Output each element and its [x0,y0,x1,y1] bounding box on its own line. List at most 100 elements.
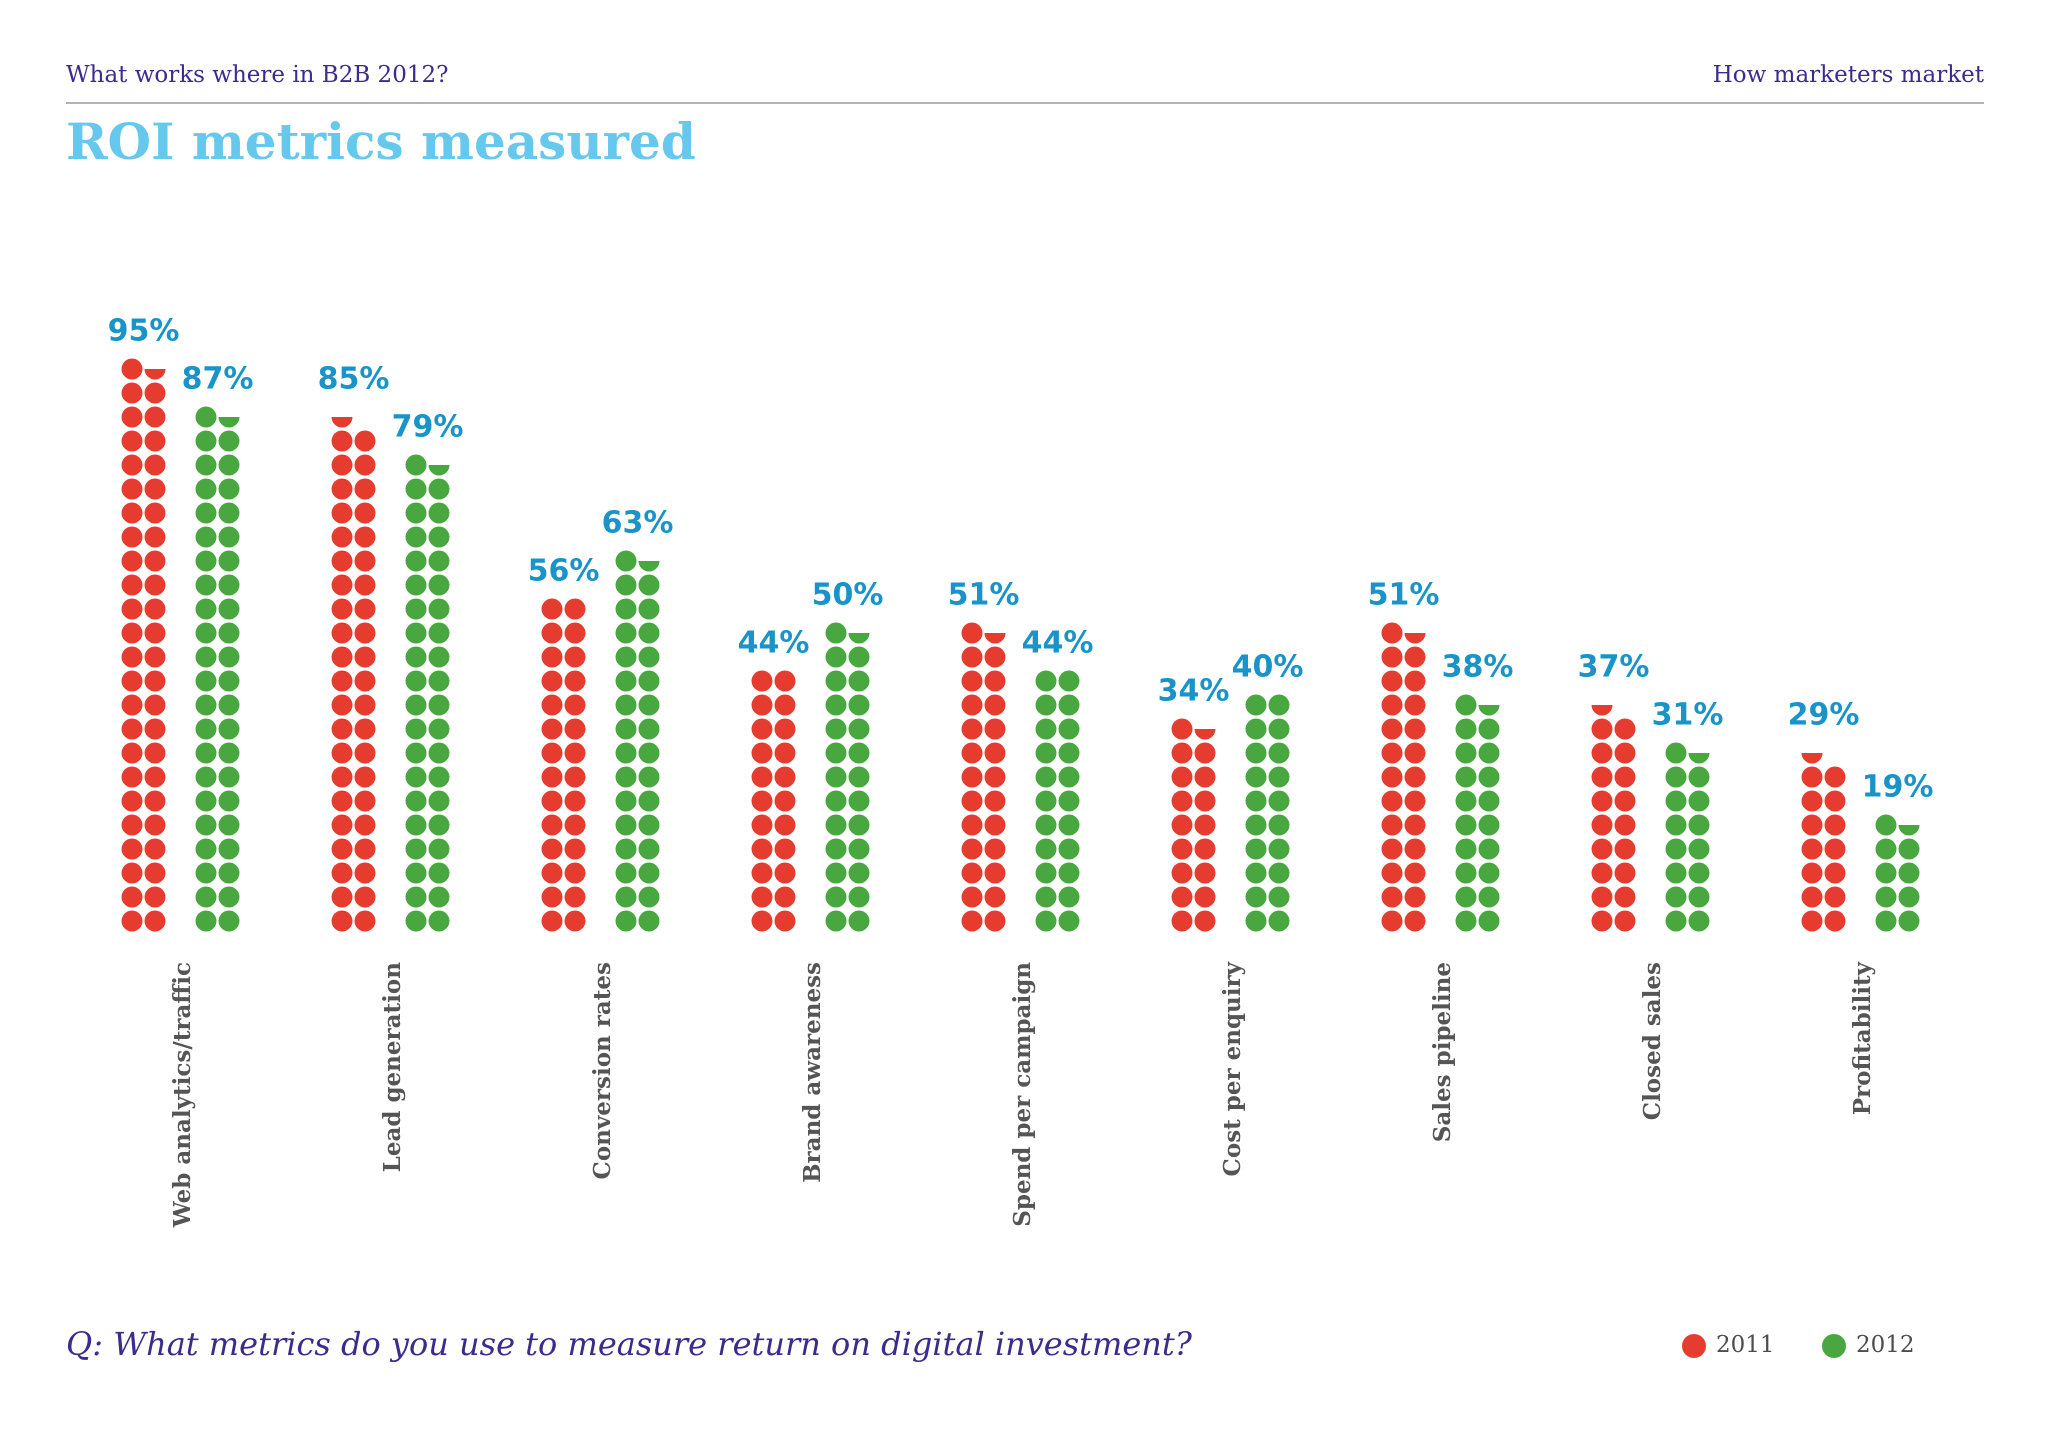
dot-web-analytics-traffic-2012 [195,550,217,572]
dot-lead-generation-2011 [331,718,353,740]
dot-cost-per-enquiry-2012 [1268,814,1290,836]
dot-cost-per-enquiry-2012 [1245,862,1267,884]
dot-lead-generation-2011 [331,670,353,692]
dot-sales-pipeline-2011 [1404,886,1426,908]
dot-brand-awareness-2012 [825,910,847,932]
dot-web-analytics-traffic-2011 [121,430,143,452]
dot-web-analytics-traffic-2011 [144,406,166,428]
dot-closed-sales-2012 [1665,886,1687,908]
dot-lead-generation-2012 [428,574,450,596]
dot-spend-per-campaign-2011 [961,766,983,788]
dot-web-analytics-traffic-2012 [218,598,240,620]
dot-spend-per-campaign-2012 [1058,766,1080,788]
dot-closed-sales-2011 [1614,718,1636,740]
value-label-lead-generation-2012: 79% [392,410,464,445]
header-right-title: How marketers market [1712,62,1984,88]
partial-dot-closed-sales-2011 [1591,705,1613,716]
dot-profitability-2011 [1824,886,1846,908]
value-label-spend-per-campaign-2012: 44% [1022,626,1094,661]
dot-sales-pipeline-2012 [1455,838,1477,860]
value-label-profitability-2011: 29% [1788,698,1860,733]
dot-brand-awareness-2012 [825,862,847,884]
dot-conversion-rates-2012 [638,598,660,620]
dot-spend-per-campaign-2012 [1035,910,1057,932]
dot-sales-pipeline-2011 [1404,838,1426,860]
dot-web-analytics-traffic-2011 [121,574,143,596]
dot-spend-per-campaign-2011 [961,910,983,932]
dot-brand-awareness-2011 [751,910,773,932]
dot-sales-pipeline-2012 [1455,718,1477,740]
dot-closed-sales-2011 [1591,838,1613,860]
dot-lead-generation-2011 [354,454,376,476]
dot-profitability-2011 [1824,790,1846,812]
dot-cost-per-enquiry-2012 [1245,814,1267,836]
dot-lead-generation-2012 [405,910,427,932]
dot-web-analytics-traffic-2012 [195,766,217,788]
dot-spend-per-campaign-2011 [961,886,983,908]
dot-conversion-rates-2011 [541,886,563,908]
dot-sales-pipeline-2012 [1455,814,1477,836]
dot-cost-per-enquiry-2011 [1194,886,1216,908]
dot-web-analytics-traffic-2011 [121,550,143,572]
dot-profitability-2011 [1801,790,1823,812]
dot-conversion-rates-2012 [615,646,637,668]
dot-cost-per-enquiry-2012 [1245,766,1267,788]
value-label-conversion-rates-2012: 63% [602,506,674,541]
partial-dot-profitability-2011 [1801,753,1823,764]
dot-spend-per-campaign-2012 [1035,694,1057,716]
dot-conversion-rates-2012 [638,670,660,692]
dot-web-analytics-traffic-2012 [218,502,240,524]
dot-closed-sales-2011 [1591,862,1613,884]
dot-web-analytics-traffic-2011 [144,670,166,692]
dot-profitability-2011 [1824,862,1846,884]
dot-web-analytics-traffic-2011 [121,814,143,836]
dot-spend-per-campaign-2012 [1058,790,1080,812]
dot-profitability-2012 [1875,910,1897,932]
dot-conversion-rates-2011 [564,742,586,764]
dot-web-analytics-traffic-2012 [195,574,217,596]
dot-lead-generation-2011 [331,502,353,524]
dot-profitability-2012 [1898,838,1920,860]
dot-sales-pipeline-2011 [1404,766,1426,788]
dot-conversion-rates-2012 [615,766,637,788]
dot-brand-awareness-2012 [825,886,847,908]
dot-lead-generation-2011 [331,598,353,620]
dot-web-analytics-traffic-2011 [144,814,166,836]
value-label-profitability-2012: 19% [1862,770,1934,805]
dot-profitability-2011 [1801,766,1823,788]
dot-conversion-rates-2011 [564,598,586,620]
dot-lead-generation-2012 [405,526,427,548]
dot-sales-pipeline-2011 [1381,862,1403,884]
dot-lead-generation-2012 [405,550,427,572]
partial-dot-closed-sales-2012 [1688,753,1710,764]
dot-web-analytics-traffic-2012 [218,910,240,932]
dot-chart: 95%87% Web analytics/traffic 85%79% Lead ge… [108,314,1934,1229]
dot-web-analytics-traffic-2012 [195,598,217,620]
dot-cost-per-enquiry-2011 [1171,766,1193,788]
dot-web-analytics-traffic-2012 [195,430,217,452]
dot-spend-per-campaign-2012 [1058,838,1080,860]
dot-web-analytics-traffic-2012 [195,526,217,548]
dot-cost-per-enquiry-2011 [1194,766,1216,788]
dot-brand-awareness-2011 [751,886,773,908]
dot-web-analytics-traffic-2011 [144,838,166,860]
legend-label-2012: 2012 [1856,1332,1915,1358]
dot-cost-per-enquiry-2011 [1171,718,1193,740]
value-label-lead-generation-2011: 85% [318,362,390,397]
dot-brand-awareness-2012 [825,766,847,788]
dot-sales-pipeline-2011 [1381,622,1403,644]
dot-web-analytics-traffic-2011 [144,430,166,452]
dot-web-analytics-traffic-2012 [195,502,217,524]
dot-lead-generation-2012 [428,694,450,716]
dot-cost-per-enquiry-2012 [1268,766,1290,788]
dot-web-analytics-traffic-2012 [218,862,240,884]
dot-conversion-rates-2011 [564,838,586,860]
dot-cost-per-enquiry-2012 [1245,694,1267,716]
dot-lead-generation-2012 [405,742,427,764]
dot-closed-sales-2011 [1614,886,1636,908]
dot-lead-generation-2011 [354,670,376,692]
dot-brand-awareness-2012 [825,670,847,692]
dot-web-analytics-traffic-2012 [195,862,217,884]
dot-closed-sales-2011 [1614,862,1636,884]
dot-brand-awareness-2011 [774,670,796,692]
